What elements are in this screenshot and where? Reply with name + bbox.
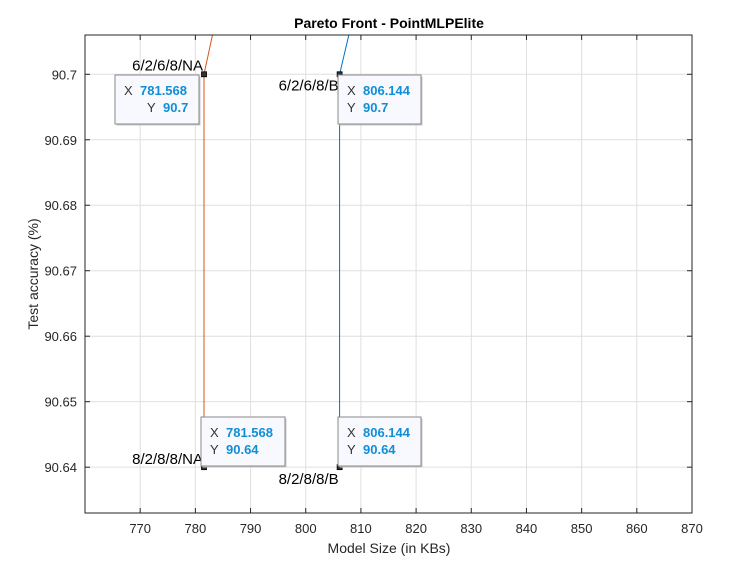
datatip-x-key: X bbox=[347, 425, 356, 440]
x-tick-label: 770 bbox=[129, 521, 151, 536]
axes-box bbox=[84, 34, 693, 514]
y-axis-label: Test accuracy (%) bbox=[25, 218, 41, 329]
datatip-box bbox=[337, 416, 422, 467]
x-tick-label: 840 bbox=[516, 521, 538, 536]
datatip-y-key: Y bbox=[347, 100, 356, 115]
x-tick-label: 860 bbox=[626, 521, 648, 536]
datatip-y-value: 90.7 bbox=[363, 100, 388, 115]
y-tick-label: 90.69 bbox=[44, 133, 77, 148]
datatip-box bbox=[337, 74, 422, 125]
x-axis-label: Model Size (in KBs) bbox=[328, 540, 451, 556]
x-tick-label: 800 bbox=[295, 521, 317, 536]
point-label: 6/2/6/8/B bbox=[279, 77, 339, 94]
x-tick-label: 790 bbox=[240, 521, 262, 536]
point-labels: 8/2/8/8/NA 6/2/6/8/NA 8/2/8/8/B 6/2/6/8/B bbox=[132, 57, 339, 488]
datatip-x-value: 781.568 bbox=[226, 425, 273, 440]
datatip-x-key: X bbox=[210, 425, 219, 440]
datatip-y-value: 90.64 bbox=[226, 442, 259, 457]
datatip-y-value: 90.7 bbox=[163, 100, 188, 115]
x-tick-label: 830 bbox=[460, 521, 482, 536]
datatip-box bbox=[114, 74, 200, 125]
x-tick-label: 850 bbox=[571, 521, 593, 536]
chart-title: Pareto Front - PointMLPElite bbox=[294, 15, 484, 31]
datatip-x-key: X bbox=[124, 83, 133, 98]
datatips: X 781.568 Y 90.7 X 806.144 Y 90.7 X 781.568 Y 90.64… bbox=[114, 74, 423, 468]
datatip-x-key: X bbox=[347, 83, 356, 98]
x-tick-label: 870 bbox=[681, 521, 703, 536]
datatip-y-key: Y bbox=[347, 442, 356, 457]
y-tick-label: 90.66 bbox=[44, 329, 77, 344]
datatip-box bbox=[200, 416, 286, 467]
x-tick-label: 820 bbox=[405, 521, 427, 536]
datatip-x-value: 806.144 bbox=[363, 83, 411, 98]
x-tick-label: 810 bbox=[350, 521, 372, 536]
data-point-marker bbox=[201, 71, 207, 78]
y-tick-label: 90.64 bbox=[44, 460, 77, 475]
y-tick-label: 90.68 bbox=[44, 198, 77, 213]
y-tick-label: 90.65 bbox=[44, 395, 77, 410]
point-label: 8/2/8/8/B bbox=[279, 471, 339, 488]
x-tick-label: 780 bbox=[185, 521, 207, 536]
y-tick-label: 90.7 bbox=[52, 67, 77, 82]
datatip-y-value: 90.64 bbox=[363, 442, 396, 457]
y-tick-label: 90.67 bbox=[44, 264, 77, 279]
point-label: 8/2/8/8/NA bbox=[132, 451, 203, 468]
axis-ticks: 770 780 790 800 810 820 830 840 850 860 870 90.64 90… bbox=[44, 35, 703, 536]
datatip-x-value: 806.144 bbox=[363, 425, 411, 440]
datatip-x-value: 781.568 bbox=[140, 83, 187, 98]
datatip-y-key: Y bbox=[210, 442, 219, 457]
point-label: 6/2/6/8/NA bbox=[132, 57, 203, 74]
datatip-y-key: Y bbox=[147, 100, 156, 115]
